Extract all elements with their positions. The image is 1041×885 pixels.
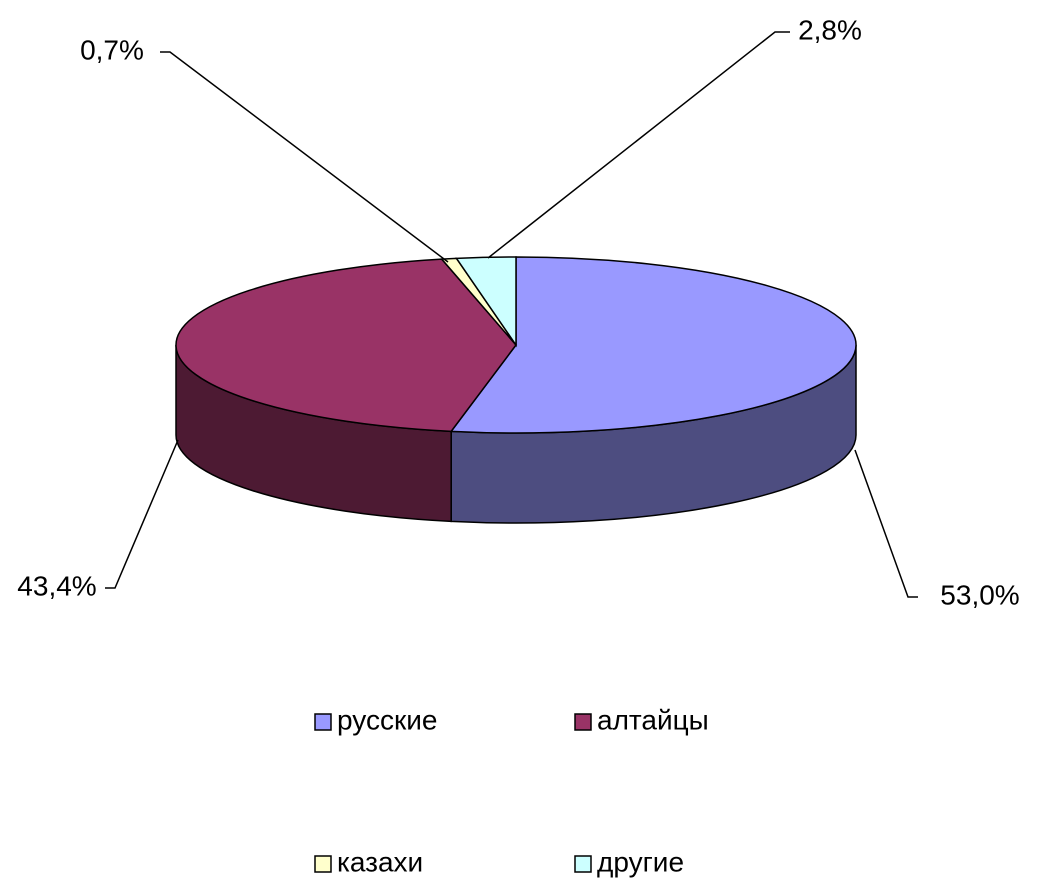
leader-line bbox=[854, 449, 918, 598]
data-label: 43,4% bbox=[17, 570, 96, 601]
leader-line bbox=[160, 51, 449, 263]
legend-label: казахи bbox=[337, 846, 423, 877]
legend-label: другие bbox=[597, 846, 684, 877]
legend-swatch bbox=[314, 855, 332, 873]
slice bbox=[455, 256, 517, 348]
data-label: 53,0% bbox=[940, 579, 1019, 610]
legend-swatch bbox=[574, 855, 592, 873]
legend-swatch bbox=[314, 713, 332, 731]
leader-line bbox=[487, 31, 790, 259]
leader-line bbox=[105, 439, 179, 589]
legend-label: русские bbox=[337, 704, 437, 735]
slice bbox=[175, 258, 517, 433]
legend-label: алтайцы bbox=[597, 704, 709, 735]
legend-swatch bbox=[574, 713, 592, 731]
data-label: 2,8% bbox=[798, 14, 862, 45]
slice bbox=[449, 256, 857, 434]
data-label: 0,7% bbox=[80, 34, 144, 65]
